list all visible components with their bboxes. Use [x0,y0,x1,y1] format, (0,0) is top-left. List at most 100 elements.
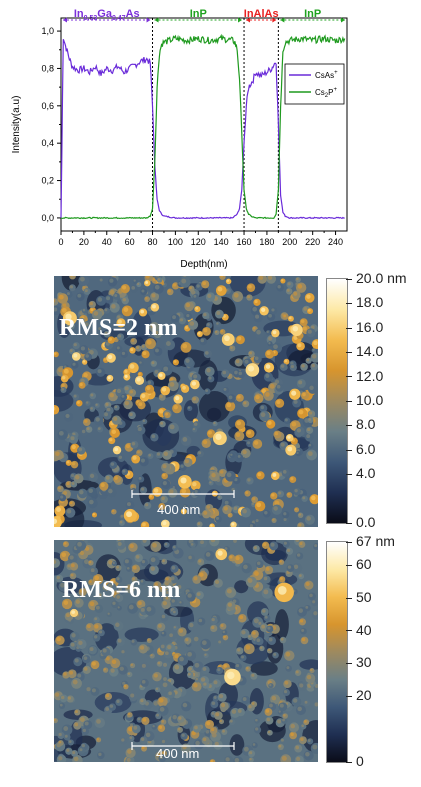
afm-grain-highlight [136,346,140,350]
afm-valley [229,267,266,297]
afm-grain-highlight [161,720,165,723]
afm-grain-highlight [206,368,211,373]
afm-grain-highlight [252,497,256,501]
afm-grain-highlight [290,477,294,481]
afm-grain-highlight [242,508,247,514]
afm-grain-highlight [223,506,228,511]
y-tick-label: 0,8 [41,63,54,73]
afm-grain-highlight [174,664,180,670]
afm-grain-highlight [141,344,145,348]
afm-grain-highlight [89,473,95,479]
afm-grain-highlight [195,677,199,681]
y-tick-label: 0,6 [41,101,54,111]
afm-grain-highlight [220,274,224,278]
afm-grain-highlight [265,392,270,397]
afm-grain-highlight [258,621,262,625]
afm-grain-highlight [69,555,74,560]
afm-grain-highlight [155,687,159,691]
afm-grain-highlight [210,727,215,732]
afm-grain-highlight [88,488,93,493]
afm-grain-highlight [199,512,203,516]
afm-grain-highlight [56,636,61,642]
afm-grain-highlight [90,393,94,397]
afm-grain-highlight [301,724,305,728]
rms-label-2: RMS=6 nm [62,577,181,603]
afm-grain-highlight [300,319,305,324]
afm-grain-highlight [86,401,89,404]
afm-grain-highlight [140,737,145,741]
afm-grain-highlight [93,311,99,316]
afm-peak-highlight [65,313,72,320]
afm-grain-highlight [86,624,91,629]
afm-grain-highlight [172,545,176,549]
afm-grain-highlight [60,695,65,700]
afm-grain-highlight [116,388,122,394]
afm-peak-highlight [292,325,299,332]
afm-grain-highlight [154,369,159,374]
afm-grain-highlight [278,744,282,748]
afm-grain-highlight [308,418,312,421]
afm-grain-highlight [109,392,114,398]
afm-grain-highlight [255,314,260,319]
afm-grain-highlight [203,312,207,317]
afm-valley [124,627,159,642]
afm-peak-highlight [247,365,255,372]
afm-grain-highlight [201,640,207,646]
afm-grain-highlight [131,441,136,446]
afm-grain-highlight [119,666,124,671]
afm-grain-highlight [132,565,137,570]
afm-grain-highlight [261,624,266,629]
afm-peak-highlight [291,390,297,396]
afm-grain-highlight [124,684,127,688]
afm-grain-highlight [66,460,70,464]
afm-grain-highlight [114,337,117,341]
afm-grain-highlight [218,495,221,498]
afm-grain-highlight [97,427,101,430]
afm-grain-highlight [116,346,120,350]
colorbar-tick-label: 16.0 [346,320,383,334]
afm-grain-highlight [114,476,118,480]
x-tick-label: 40 [102,237,112,247]
afm-grain-highlight [286,666,290,670]
afm-grain-highlight [249,758,252,761]
afm-grain-highlight [203,510,208,515]
afm-grain-highlight [141,680,146,684]
afm-grain-highlight [253,618,259,624]
afm-grain-highlight [103,358,107,361]
afm-valley [299,659,324,670]
afm-grain-highlight [91,688,96,693]
afm-grain-highlight [83,372,88,378]
afm-grain-highlight [299,574,302,577]
afm-grain-highlight [302,326,307,331]
afm-grain-highlight [118,587,122,592]
afm-grain-highlight [226,279,230,282]
afm-grain-highlight [170,576,175,581]
afm-grain-highlight [165,577,169,581]
afm-grain-highlight [140,698,144,703]
afm-grain-highlight [124,401,130,406]
afm-grain-highlight [192,481,197,487]
afm-grain-highlight [269,383,275,389]
y-tick-label: 1,0 [41,26,54,36]
afm-grain-highlight [105,475,110,480]
afm-grain-highlight [172,283,177,287]
afm-valley [155,423,172,446]
afm-grain-highlight [247,295,251,299]
afm-grain-highlight [234,757,240,763]
afm-grain-highlight [192,397,196,401]
afm-grain-highlight [116,565,120,569]
afm-grain-highlight [312,744,318,750]
afm-grain-highlight [63,726,69,731]
afm-grain-highlight [260,412,266,418]
afm-grain-highlight [267,275,273,280]
afm-valley [234,580,249,594]
afm-grain-highlight [267,730,271,734]
afm-grain-highlight [111,304,116,309]
afm-grain-highlight [129,736,133,739]
afm-grain-highlight [66,292,70,296]
afm-grain-highlight [127,749,132,754]
afm-grain-highlight [187,593,192,598]
afm-grain-highlight [225,288,229,292]
afm-grain-highlight [93,635,98,639]
afm-grain-highlight [189,321,195,326]
